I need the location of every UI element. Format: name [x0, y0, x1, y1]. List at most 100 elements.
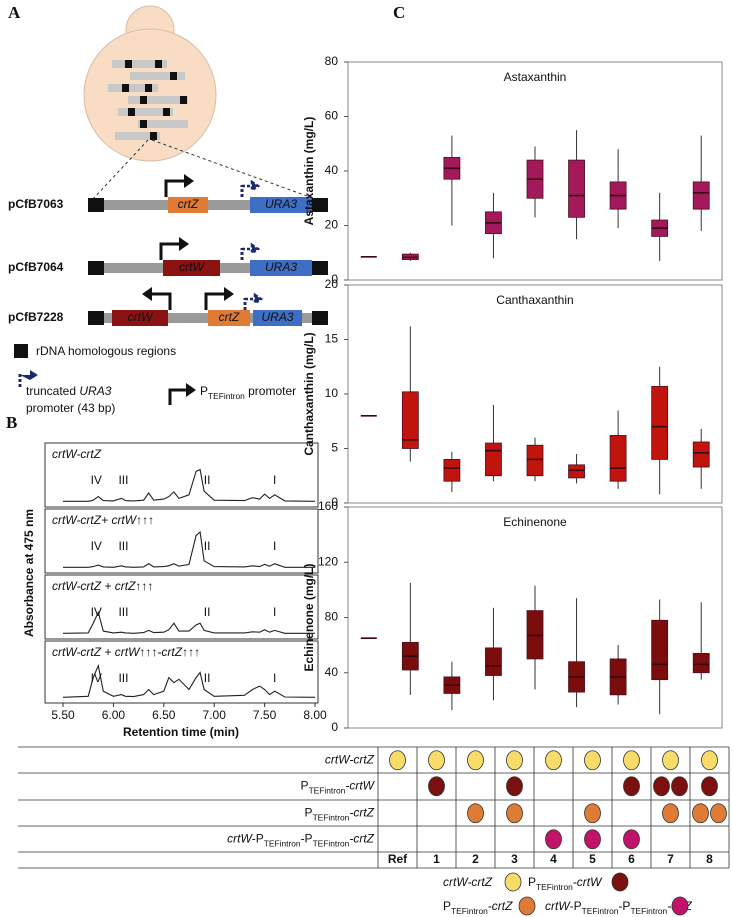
construct-dot	[623, 829, 640, 850]
legend-text: rDNA homologous regions	[36, 344, 176, 358]
construct-dot	[692, 803, 709, 824]
text-part: P	[305, 805, 313, 819]
x-tick-label: 7.00	[203, 708, 227, 722]
truncated-arrow	[242, 242, 261, 256]
construct-dot	[623, 776, 640, 797]
legend-promoter-arrow	[20, 370, 38, 380]
text-part: P	[528, 875, 536, 889]
text-part: URA3	[79, 384, 111, 398]
legend-text: promoter (43 bp)	[26, 401, 115, 415]
peak-label: II	[204, 605, 211, 619]
box	[692, 653, 710, 674]
construct-dot	[701, 776, 718, 797]
gene-name: crtZ	[178, 197, 199, 211]
box	[568, 159, 585, 218]
chromatogram-trace	[63, 468, 316, 502]
y-tick-label: 0	[331, 272, 338, 286]
column-label: Ref	[388, 852, 408, 866]
construct-dot	[506, 803, 523, 824]
promoter-arrow	[152, 292, 172, 310]
legend-text: truncated URA3	[26, 384, 112, 398]
peak-label: IV	[91, 473, 102, 487]
legend-text: PTEFintron-crtZ	[443, 899, 513, 916]
plasmid-backbone	[92, 313, 322, 323]
promoter-arrow	[159, 242, 179, 260]
construct-dot	[623, 750, 640, 771]
legend-text: PTEFintron promoter	[200, 384, 296, 401]
construct-name: pCfB7228	[8, 310, 64, 324]
text-part: -crtW	[345, 778, 375, 792]
peak-label: IV	[91, 671, 102, 685]
chart-title: Astaxanthin	[504, 70, 567, 84]
y-tick-label: 20	[325, 218, 339, 232]
gene-name: crtZ	[219, 310, 240, 324]
construct-dot	[584, 750, 601, 771]
column-label: 6	[628, 852, 635, 866]
trace-name: crtW-crtZ + crtZ↑↑↑	[52, 579, 153, 593]
text-part: TEFintron	[582, 906, 619, 916]
text-part: TEFintron	[630, 906, 667, 916]
rdna-region	[312, 198, 328, 212]
trace-name: crtW-crtZ + crtW↑↑↑-crtZ↑↑↑	[52, 645, 200, 659]
text-part: -crtW	[573, 875, 603, 889]
y-tick-label: 160	[318, 499, 338, 513]
text-part: P	[443, 899, 451, 913]
construct-dot	[584, 803, 601, 824]
construct-name: pCfB7064	[8, 260, 64, 274]
gene-box	[208, 310, 250, 326]
peak-label: I	[273, 605, 276, 619]
column-label: 5	[589, 852, 596, 866]
peak-label: III	[118, 539, 128, 553]
promoter-arrowhead	[142, 287, 152, 301]
trace-name: crtW-crtZ	[52, 447, 102, 461]
column-label: 1	[433, 852, 440, 866]
y-tick-label: 20	[325, 277, 339, 291]
legend-text: PTEFintron-crtW	[528, 875, 603, 892]
peak-label: II	[204, 473, 211, 487]
chromatogram-trace	[62, 663, 316, 698]
trace-panel	[44, 508, 319, 574]
construct-dot	[545, 750, 562, 771]
x-tick-label: 6.00	[102, 708, 126, 722]
box	[651, 619, 669, 681]
box	[526, 444, 544, 477]
rdna-region	[312, 261, 328, 275]
marker-name: URA3	[265, 197, 297, 211]
y-tick-label: 0	[331, 495, 338, 509]
y-tick-label: 120	[318, 554, 338, 568]
text-part: -P	[301, 831, 313, 845]
legend-promoter-symbol	[168, 388, 186, 405]
panel-label: A	[8, 3, 21, 22]
text-part: TEFintron	[313, 838, 350, 848]
y-axis-label: Astaxanthin (mg/L)	[302, 117, 316, 226]
gene-box	[112, 310, 168, 326]
rdna-region	[312, 311, 328, 325]
text-part: promoter (43 bp)	[26, 401, 115, 415]
chromatogram-trace	[63, 530, 315, 568]
construct-dot	[389, 750, 406, 771]
box	[485, 442, 502, 477]
box	[568, 464, 585, 479]
construct-dot	[653, 776, 670, 797]
y-tick-label: 60	[325, 109, 339, 123]
peak-label: I	[273, 539, 276, 553]
text-part: crtW-crtZ	[325, 752, 375, 766]
construct-dot	[506, 776, 523, 797]
trace-panel	[44, 442, 319, 508]
text-part: -P	[618, 899, 630, 913]
y-tick-label: 40	[325, 665, 339, 679]
construct-dot	[506, 750, 523, 771]
x-tick-label: 5.50	[51, 708, 75, 722]
y-tick-label: 40	[325, 163, 339, 177]
marker-box	[253, 310, 302, 326]
x-tick-label: 6.50	[152, 708, 176, 722]
trace-name: crtW-crtZ+ crtW↑↑↑	[52, 513, 154, 527]
box	[485, 647, 502, 676]
column-label: 3	[511, 852, 518, 866]
column-label: 7	[667, 852, 674, 866]
text-part: P	[301, 778, 309, 792]
x-tick-label: 8.00	[303, 708, 327, 722]
marker-box	[250, 197, 312, 213]
row-label: PTEFintron-crtZ	[305, 805, 375, 822]
